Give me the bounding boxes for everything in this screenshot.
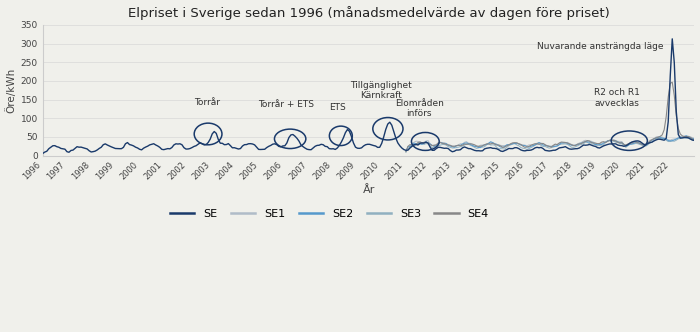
Text: Elområden
införs: Elområden införs	[395, 99, 444, 118]
Legend: SE, SE1, SE2, SE3, SE4: SE, SE1, SE2, SE3, SE4	[166, 205, 494, 223]
X-axis label: År: År	[363, 185, 375, 195]
Text: Torrår + ETS: Torrår + ETS	[258, 100, 314, 109]
Y-axis label: Öre/kWh: Öre/kWh	[6, 68, 17, 113]
Text: R2 och R1
avvecklas: R2 och R1 avvecklas	[594, 88, 640, 108]
Text: Nuvarande ansträngda läge: Nuvarande ansträngda läge	[537, 42, 663, 51]
Text: Tillgänglighet
Kärnkraft: Tillgänglighet Kärnkraft	[350, 81, 412, 100]
Text: Torrår: Torrår	[194, 98, 220, 107]
Text: ETS: ETS	[329, 103, 346, 112]
Title: Elpriset i Sverige sedan 1996 (månadsmedelvärde av dagen före priset): Elpriset i Sverige sedan 1996 (månadsmed…	[127, 6, 610, 20]
